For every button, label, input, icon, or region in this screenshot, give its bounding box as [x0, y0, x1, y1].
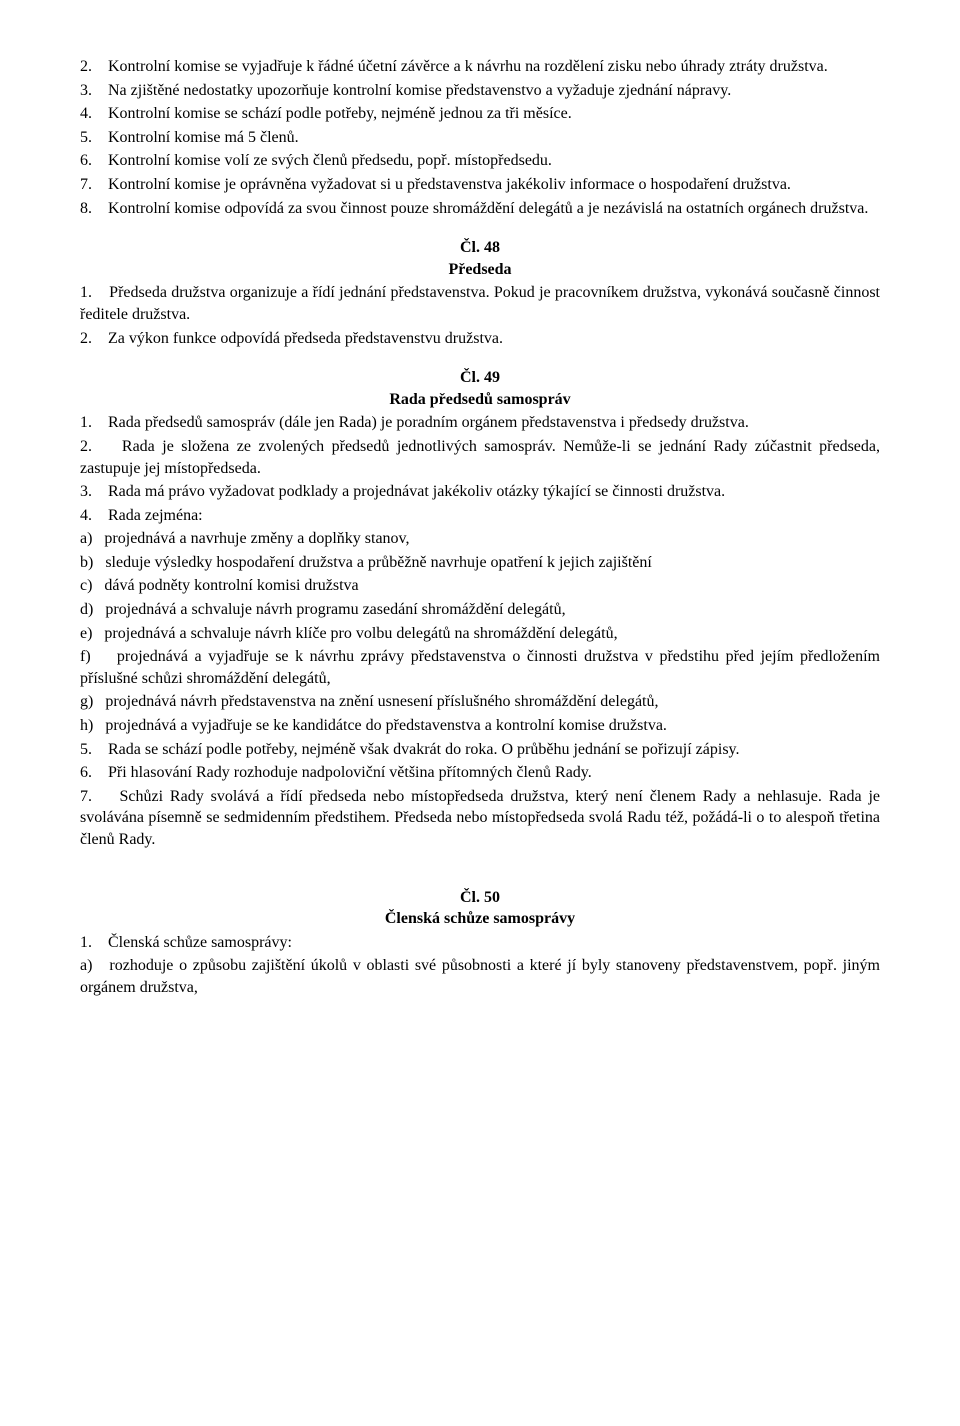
art50-heading: Čl. 50 — [80, 887, 880, 909]
art49-e: e) projednává a schvaluje návrh klíče pr… — [80, 623, 880, 645]
art50-p1: 1. Členská schůze samosprávy: — [80, 932, 880, 954]
art49-p5: 5. Rada se schází podle potřeby, nejméně… — [80, 739, 880, 761]
art49-d: d) projednává a schvaluje návrh programu… — [80, 599, 880, 621]
art49-b: b) sleduje výsledky hospodaření družstva… — [80, 552, 880, 574]
sec47-p3: 3. Na zjištěné nedostatky upozorňuje kon… — [80, 80, 880, 102]
art48-p1: 1. Předseda družstva organizuje a řídí j… — [80, 282, 880, 325]
art49-a: a) projednává a navrhuje změny a doplňky… — [80, 528, 880, 550]
sec47-p4: 4. Kontrolní komise se schází podle potř… — [80, 103, 880, 125]
sec47-p8: 8. Kontrolní komise odpovídá za svou čin… — [80, 198, 880, 220]
art49-p2: 2. Rada je složena ze zvolených předsedů… — [80, 436, 880, 479]
sec47-p2: 2. Kontrolní komise se vyjadřuje k řádné… — [80, 56, 880, 78]
art49-f: f) projednává a vyjadřuje se k návrhu zp… — [80, 646, 880, 689]
art48-p2: 2. Za výkon funkce odpovídá předseda pře… — [80, 328, 880, 350]
art49-heading: Čl. 49 — [80, 367, 880, 389]
art49-p6: 6. Při hlasování Rady rozhoduje nadpolov… — [80, 762, 880, 784]
art50-subheading: Členská schůze samosprávy — [80, 908, 880, 930]
art49-p4: 4. Rada zejména: — [80, 505, 880, 527]
art49-p3: 3. Rada má právo vyžadovat podklady a pr… — [80, 481, 880, 503]
sec47-p5: 5. Kontrolní komise má 5 členů. — [80, 127, 880, 149]
art49-p1: 1. Rada předsedů samospráv (dále jen Rad… — [80, 412, 880, 434]
art48-heading: Čl. 48 — [80, 237, 880, 259]
art49-p7: 7. Schůzi Rady svolává a řídí předseda n… — [80, 786, 880, 851]
art49-g: g) projednává návrh představenstva na zn… — [80, 691, 880, 713]
art49-c: c) dává podněty kontrolní komisi družstv… — [80, 575, 880, 597]
sec47-p6: 6. Kontrolní komise volí ze svých členů … — [80, 150, 880, 172]
art48-subheading: Předseda — [80, 259, 880, 281]
sec47-p7: 7. Kontrolní komise je oprávněna vyžadov… — [80, 174, 880, 196]
art49-subheading: Rada předsedů samospráv — [80, 389, 880, 411]
art50-a: a) rozhoduje o způsobu zajištění úkolů v… — [80, 955, 880, 998]
art49-h: h) projednává a vyjadřuje se ke kandidát… — [80, 715, 880, 737]
